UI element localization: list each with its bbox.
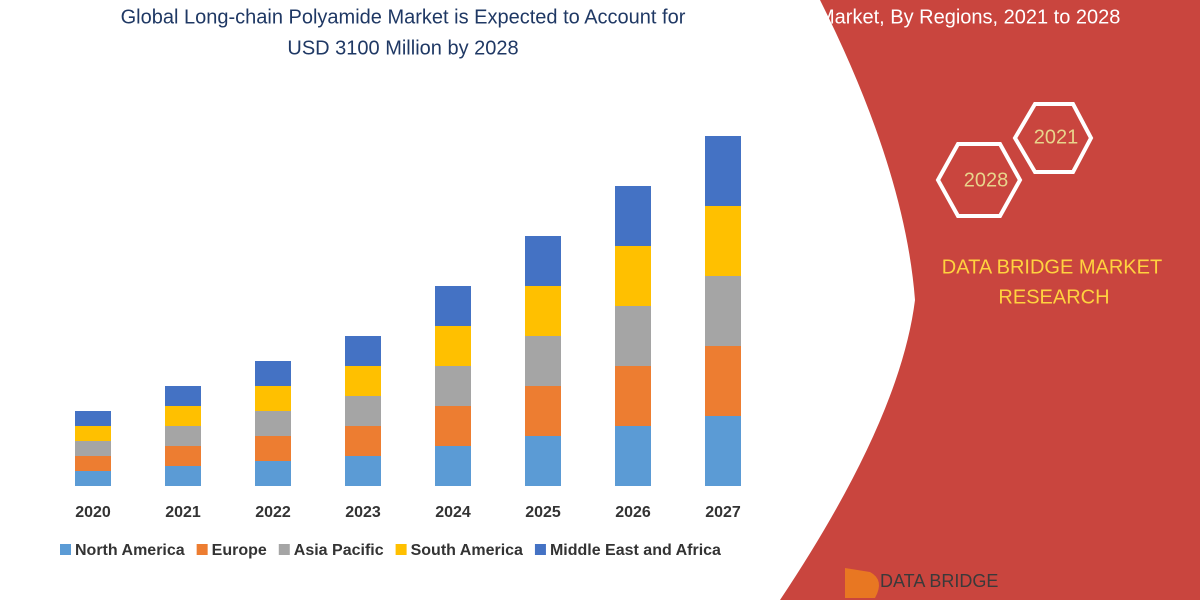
legend-swatch [278, 544, 290, 555]
x-tick-label: 2020 [75, 504, 111, 521]
logo-mark [845, 568, 879, 598]
x-tick-label: 2024 [435, 504, 471, 521]
bar-segment [615, 246, 651, 306]
bar-segment [165, 466, 201, 486]
brand-text: DATA BRIDGE MARKET [942, 256, 1162, 278]
bar-segment [255, 386, 291, 411]
legend-label: Middle East and Africa [550, 542, 721, 559]
hex-label: 2028 [964, 169, 1009, 191]
bar-segment [255, 361, 291, 386]
bar-segment [345, 366, 381, 396]
side-panel [780, 0, 1200, 600]
legend-swatch [60, 544, 71, 555]
bar-segment [75, 456, 111, 471]
bar-segment [615, 186, 651, 246]
bar-segment [345, 456, 381, 486]
panel-heading: Market, By Regions, 2021 to 2028 [818, 6, 1120, 28]
chart-title: USD 3100 Million by 2028 [287, 37, 518, 59]
bar-segment [705, 206, 741, 276]
bar-segment [345, 336, 381, 366]
bar-segment [255, 411, 291, 436]
x-tick-label: 2021 [165, 504, 201, 521]
bar-segment [525, 336, 561, 386]
bar-segment [165, 446, 201, 466]
bar-segment [705, 136, 741, 206]
logo-text: DATA BRIDGE [880, 571, 998, 591]
bar-segment [255, 436, 291, 461]
hex-label: 2021 [1034, 126, 1079, 148]
legend-swatch [534, 544, 546, 555]
bar-segment [525, 386, 561, 436]
bar-segment [435, 446, 471, 486]
hexagon [1012, 102, 1094, 174]
legend-label: North America [75, 542, 185, 559]
bar-segment [615, 426, 651, 486]
bar-segment [525, 236, 561, 286]
bar-segment [165, 406, 201, 426]
bar-segment [165, 426, 201, 446]
bar-segment [705, 276, 741, 346]
legend-swatch [196, 544, 208, 555]
bar-segment [345, 396, 381, 426]
bar-segment [255, 461, 291, 486]
chart-title: Global Long-chain Polyamide Market is Ex… [121, 6, 686, 28]
bar-segment [615, 366, 651, 426]
brand-text: RESEARCH [998, 286, 1109, 308]
bar-segment [165, 386, 201, 406]
bar-segment [435, 366, 471, 406]
bar-segment [345, 426, 381, 456]
hexagon [935, 142, 1023, 218]
legend-swatch [395, 544, 407, 555]
x-tick-label: 2027 [705, 504, 741, 521]
bar-segment [435, 406, 471, 446]
x-tick-label: 2026 [615, 504, 651, 521]
bar-segment [75, 426, 111, 441]
legend-label: Asia Pacific [294, 542, 384, 559]
legend-label: Europe [212, 542, 267, 559]
legend-label: South America [411, 542, 523, 559]
x-tick-label: 2025 [525, 504, 561, 521]
bar-segment [435, 286, 471, 326]
bar-segment [525, 436, 561, 486]
bar-segment [705, 416, 741, 486]
bar-segment [75, 411, 111, 426]
bar-segment [525, 286, 561, 336]
bar-segment [615, 306, 651, 366]
bar-segment [435, 326, 471, 366]
x-tick-label: 2022 [255, 504, 291, 521]
bar-segment [705, 346, 741, 416]
bar-segment [75, 471, 111, 486]
x-tick-label: 2023 [345, 504, 381, 521]
bar-segment [75, 441, 111, 456]
